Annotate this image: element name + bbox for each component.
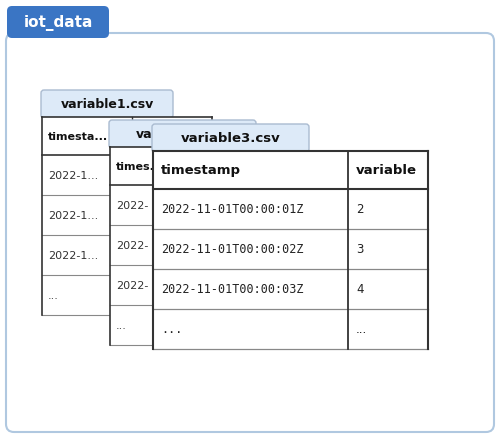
Text: variable: variable xyxy=(196,162,246,172)
FancyBboxPatch shape xyxy=(41,91,173,119)
Text: 4: 4 xyxy=(356,283,364,296)
Text: variable: variable xyxy=(138,132,188,141)
Text: 2022-1...: 2022-1... xyxy=(48,251,98,261)
FancyBboxPatch shape xyxy=(7,7,109,39)
FancyBboxPatch shape xyxy=(152,125,309,153)
Text: 3: 3 xyxy=(356,243,364,256)
Text: variable2.csv: variable2.csv xyxy=(136,128,229,141)
Text: ...: ... xyxy=(356,323,367,336)
Text: ...: ... xyxy=(161,323,182,336)
Bar xyxy=(42,118,212,315)
FancyBboxPatch shape xyxy=(109,121,256,148)
Bar xyxy=(153,152,428,349)
Text: 2022-: 2022- xyxy=(116,240,148,251)
Text: variable3.csv: variable3.csv xyxy=(180,132,280,145)
Text: 2022-: 2022- xyxy=(116,201,148,211)
Text: 2022-11-01T00:00:02Z: 2022-11-01T00:00:02Z xyxy=(161,243,304,256)
Text: timesta...: timesta... xyxy=(48,132,108,141)
Text: 2022-1...: 2022-1... xyxy=(48,211,98,220)
Text: ...: ... xyxy=(48,290,59,300)
Text: variable: variable xyxy=(356,164,417,177)
Text: 2: 2 xyxy=(356,203,364,216)
Text: 2022-: 2022- xyxy=(116,280,148,290)
FancyBboxPatch shape xyxy=(6,34,494,432)
Text: times...: times... xyxy=(116,162,164,172)
Bar xyxy=(110,148,265,345)
Text: ...: ... xyxy=(116,320,127,330)
Text: 2022-11-01T00:00:01Z: 2022-11-01T00:00:01Z xyxy=(161,203,304,216)
Text: timestamp: timestamp xyxy=(161,164,241,177)
Text: 2022-1...: 2022-1... xyxy=(48,171,98,180)
Text: variable1.csv: variable1.csv xyxy=(60,98,154,111)
Text: iot_data: iot_data xyxy=(24,15,92,31)
Text: 2022-11-01T00:00:03Z: 2022-11-01T00:00:03Z xyxy=(161,283,304,296)
